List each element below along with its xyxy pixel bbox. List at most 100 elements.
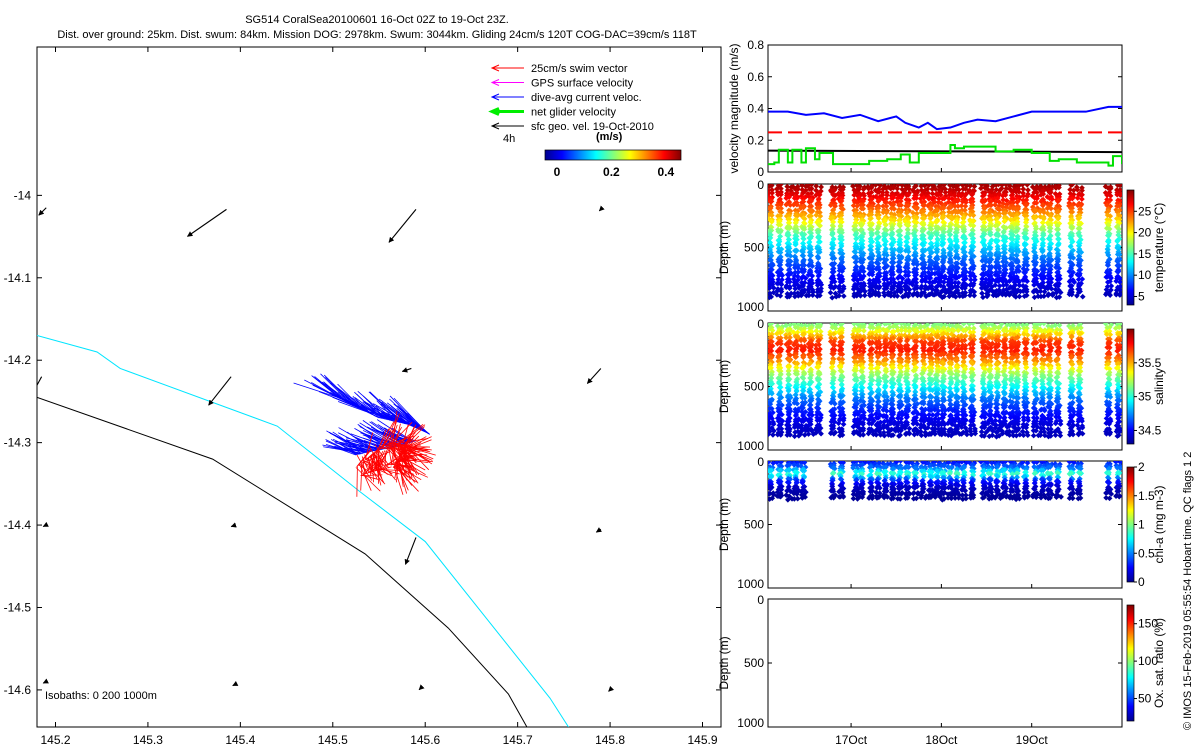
velocity-series-line — [768, 105, 1122, 131]
map-ytick-label: -14.1 — [4, 271, 32, 285]
data-point — [914, 292, 921, 299]
data-point — [802, 275, 809, 282]
data-point — [894, 293, 901, 299]
panel-ytick-label: 0.8 — [747, 38, 764, 52]
velocity-series-line — [768, 144, 1122, 167]
data-point — [786, 194, 792, 200]
panel-ylabel: Depth (m) — [717, 221, 731, 274]
data-point — [768, 184, 775, 189]
map-ytick-label: -14.2 — [4, 353, 32, 367]
data-point — [867, 287, 873, 294]
sfc-geo-vector — [598, 205, 605, 212]
panel-ylabel: Depth (m) — [717, 360, 731, 413]
map-axes-box — [36, 46, 722, 728]
map-xtick-label: 145.4 — [225, 733, 255, 747]
data-point — [768, 190, 772, 196]
colorbar-tick-label: 0.2 — [603, 165, 620, 179]
data-point — [910, 278, 916, 285]
data-point — [924, 186, 931, 192]
data-point — [914, 261, 921, 268]
data-point — [858, 246, 864, 253]
data-point — [777, 201, 784, 208]
data-point — [800, 204, 807, 211]
data-point — [868, 211, 875, 218]
sfc-geo-vector — [404, 537, 417, 565]
data-point — [814, 282, 821, 289]
legend-label: 25cm/s swim vector — [531, 63, 628, 75]
data-point — [881, 226, 888, 233]
data-point — [798, 275, 805, 281]
data-point — [873, 278, 880, 285]
data-point — [836, 272, 842, 279]
data-point — [769, 187, 775, 193]
data-point — [774, 280, 781, 287]
dive-avg-current-vectors-upper — [293, 373, 431, 435]
data-point — [884, 192, 890, 199]
dive-profile — [797, 184, 810, 299]
data-point — [881, 292, 888, 299]
panel-ytick-label: 0 — [757, 178, 764, 192]
data-point — [813, 192, 819, 199]
data-point — [806, 229, 813, 236]
data-point — [851, 192, 858, 198]
map-xtick-label: 145.9 — [687, 733, 717, 747]
data-point — [879, 192, 886, 198]
data-point — [902, 272, 909, 279]
panel-ytick-label: 0.4 — [747, 102, 764, 116]
data-point — [808, 184, 815, 188]
dive-profile — [879, 184, 892, 299]
panel-ytick-label: 1000 — [737, 439, 764, 453]
data-point — [888, 275, 894, 282]
data-point — [798, 292, 805, 299]
data-point — [881, 256, 887, 262]
data-point — [874, 235, 881, 242]
data-point — [894, 195, 901, 202]
data-point — [888, 279, 894, 286]
sfc-geo-vector — [42, 521, 49, 528]
sfc-geo-vector — [232, 680, 239, 687]
data-point — [813, 184, 820, 189]
data-point — [895, 184, 902, 188]
data-point — [800, 236, 807, 242]
sfc-geo-vector — [418, 684, 425, 691]
data-point — [890, 194, 897, 201]
data-point — [791, 279, 798, 286]
data-point — [913, 205, 920, 212]
data-point — [897, 232, 904, 239]
data-point — [770, 285, 777, 291]
data-point — [792, 264, 798, 271]
data-point — [875, 205, 882, 212]
data-point — [792, 247, 798, 254]
dive-profile — [872, 184, 884, 299]
legend-label: sfc geo. vel. 19-Oct-2010 — [531, 121, 654, 133]
colorbar-tick-label: 25 — [1138, 204, 1152, 218]
data-point — [881, 259, 888, 266]
data-point — [799, 268, 805, 275]
panel-ytick-label: 0 — [757, 317, 764, 331]
data-point — [857, 268, 864, 274]
data-point — [883, 203, 890, 209]
dive-profile — [865, 184, 877, 299]
data-point — [815, 239, 822, 245]
legend-arrowhead — [490, 64, 500, 72]
data-point — [919, 248, 926, 255]
dive-profile — [774, 184, 786, 299]
data-point — [798, 282, 805, 289]
dive-profile — [783, 184, 795, 300]
data-point — [888, 259, 895, 266]
sfc-geo-vector — [401, 367, 412, 373]
data-point — [910, 292, 916, 298]
data-point — [816, 192, 823, 198]
data-point — [852, 259, 859, 266]
dive-profile — [805, 184, 816, 299]
data-point — [783, 201, 790, 208]
colorbar-tick-label: 10 — [1138, 268, 1152, 282]
isobaths-label: Isobaths: 0 200 1000m — [45, 690, 157, 702]
data-point — [768, 235, 774, 241]
data-point — [809, 273, 816, 279]
data-point — [840, 293, 847, 299]
panel-ytick-label: 1000 — [737, 300, 764, 314]
data-point — [860, 205, 866, 212]
data-point — [918, 255, 925, 262]
data-point — [774, 291, 780, 298]
